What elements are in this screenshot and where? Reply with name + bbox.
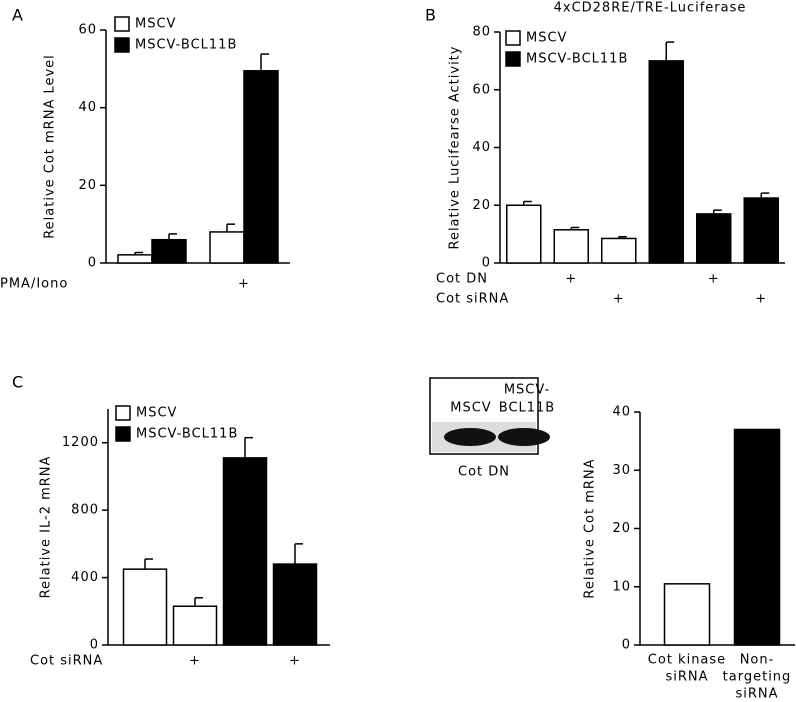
blot-band	[498, 428, 550, 446]
bar	[601, 237, 637, 264]
error-bar	[760, 192, 770, 199]
panel-label: C	[12, 373, 24, 392]
lane-label: MSCV-	[504, 383, 550, 398]
error-bar	[134, 251, 143, 255]
y-tick-label: 40	[78, 100, 97, 115]
bar	[743, 197, 779, 264]
y-tick-label: 40	[612, 405, 631, 420]
error-bar	[713, 209, 722, 214]
bar	[172, 605, 218, 646]
bar	[117, 254, 153, 264]
bar	[648, 60, 684, 264]
bar	[506, 204, 542, 264]
error-bar	[226, 223, 235, 232]
legend-swatch	[114, 37, 130, 53]
y-tick-label: 40	[472, 140, 491, 155]
bar	[243, 70, 279, 264]
row-mark: +	[289, 654, 301, 669]
y-axis-label: Relative Cot mRNA	[583, 458, 598, 598]
y-tick-label: 1200	[62, 435, 99, 450]
y-tick-label: 800	[71, 503, 99, 518]
y-tick-label: 80	[472, 25, 491, 40]
bar	[696, 213, 732, 264]
error-bar	[168, 233, 177, 240]
row-mark: +	[189, 654, 201, 669]
bar	[663, 583, 711, 646]
y-tick-label: 20	[472, 198, 491, 213]
row-label: Cot DN	[436, 272, 488, 287]
y-tick-label: 60	[472, 82, 491, 97]
error-bar	[144, 558, 153, 570]
y-axis-label: Relative Cot mRNA Level	[43, 54, 58, 239]
legend-label: MSCV	[136, 406, 177, 421]
legend-label: MSCV-BCL11B	[526, 52, 628, 67]
x-tick-label: siRNA	[735, 687, 778, 702]
bar	[222, 457, 268, 646]
bar	[272, 563, 318, 646]
y-tick-label: 30	[612, 463, 631, 478]
x-tick-label: Non-	[740, 653, 775, 668]
legend-swatch	[505, 51, 521, 67]
legend-label: MSCV	[135, 17, 176, 32]
row-mark: +	[755, 292, 767, 307]
bar	[122, 568, 168, 646]
y-tick-label: 60	[78, 23, 97, 38]
legend-swatch	[115, 426, 131, 442]
y-tick-label: 400	[71, 570, 99, 585]
error-bar	[260, 53, 269, 71]
y-tick-label: 20	[612, 521, 631, 536]
y-axis-label: Relative Lucifearse Activity	[448, 46, 463, 250]
row-label: Cot siRNA	[30, 654, 103, 669]
bar	[151, 238, 187, 264]
x-tick-label: targeting	[723, 670, 792, 685]
bar	[553, 229, 589, 264]
legend-label: MSCV	[526, 31, 567, 46]
x-tick-label: Cot kinase	[648, 653, 726, 668]
row-mark: +	[238, 277, 250, 292]
row-label: Cot siRNA	[436, 292, 509, 307]
x-tick-label: siRNA	[665, 670, 708, 685]
row-mark: +	[708, 272, 720, 287]
bar	[733, 428, 781, 646]
lane-label: MSCV	[450, 401, 491, 416]
legend-label: MSCV-BCL11B	[136, 427, 238, 442]
panel-label: B	[425, 6, 437, 25]
legend-swatch	[114, 16, 130, 32]
y-tick-label: 10	[612, 579, 631, 594]
error-bar	[194, 597, 203, 607]
y-tick-label: 20	[78, 178, 97, 193]
blot-band	[444, 428, 496, 446]
y-tick-label: 0	[88, 256, 97, 271]
blot-caption: Cot DN	[458, 465, 510, 480]
row-mark: +	[565, 272, 577, 287]
error-bar	[244, 436, 253, 458]
legend-swatch	[505, 30, 521, 46]
y-tick-label: 0	[622, 638, 631, 653]
bar	[209, 231, 245, 264]
error-bar	[618, 235, 627, 239]
error-bar	[294, 543, 303, 565]
panel-label: A	[12, 6, 24, 25]
chart-title: 4xCD28RE/TRE-Luciferase	[554, 1, 747, 16]
legend-swatch	[115, 405, 131, 421]
error-bar	[570, 226, 580, 230]
row-mark: +	[613, 292, 625, 307]
legend-label: MSCV-BCL11B	[135, 38, 237, 53]
row-label: PMA/Iono	[0, 277, 68, 292]
error-bar	[665, 41, 675, 61]
y-tick-label: 0	[90, 638, 99, 653]
lane-label: BCL11B	[499, 401, 555, 416]
y-tick-label: 0	[482, 256, 491, 271]
y-axis-label: Relative IL-2 mRNA	[39, 456, 54, 599]
error-bar	[523, 200, 532, 206]
